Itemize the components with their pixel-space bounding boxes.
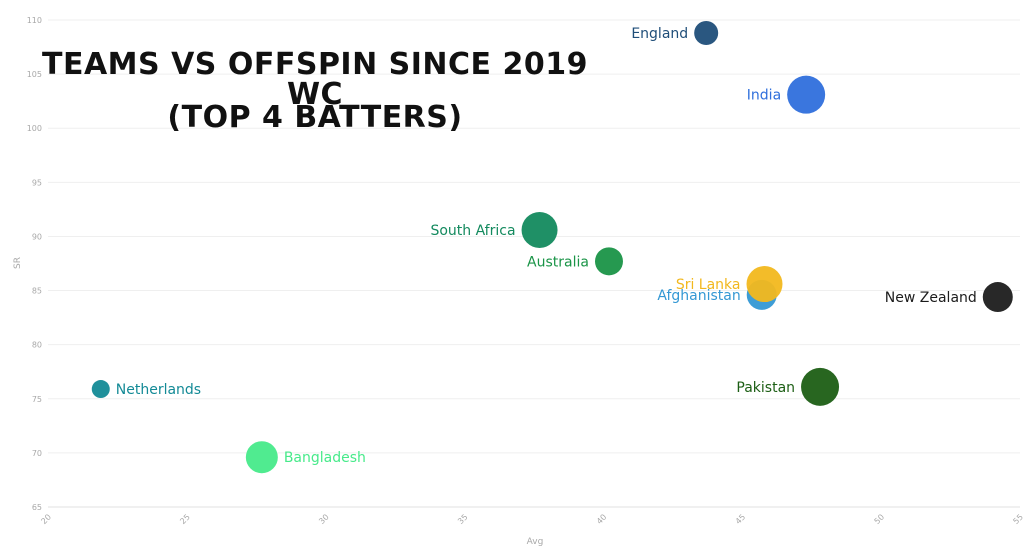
x-tick-label: 20 — [39, 512, 53, 526]
y-tick-label: 100 — [27, 124, 42, 133]
label-south-africa: South Africa — [430, 223, 515, 239]
y-tick-label: 85 — [32, 287, 42, 296]
label-sri-lanka: Sri Lanka — [676, 277, 741, 293]
x-tick-label: 45 — [734, 512, 748, 526]
x-tick-label: 35 — [456, 512, 470, 526]
label-new-zealand: New Zealand — [885, 290, 977, 306]
point-india — [787, 75, 826, 114]
point-bangladesh — [245, 441, 278, 474]
y-tick-label: 65 — [32, 503, 42, 512]
label-england: England — [631, 26, 688, 42]
y-tick-label: 110 — [27, 16, 42, 25]
label-pakistan: Pakistan — [736, 380, 795, 396]
y-tick-label: 95 — [32, 178, 42, 187]
y-tick-label: 80 — [32, 341, 42, 350]
point-south-africa — [521, 211, 558, 248]
point-labels: England India South Africa Australia Afghani… — [116, 26, 977, 466]
y-tick-label: 90 — [32, 232, 42, 241]
chart-title-line-2: (Top 4 Batters) — [167, 100, 463, 135]
x-tick-label: 50 — [873, 512, 887, 526]
y-tick-label: 105 — [27, 70, 42, 79]
x-tick-label: 40 — [595, 512, 609, 526]
label-bangladesh: Bangladesh — [284, 450, 366, 466]
chart-title-line-1: Teams vs Offspin Since 2019 WC — [42, 47, 588, 112]
y-tick-label: 75 — [32, 395, 42, 404]
point-netherlands — [91, 380, 110, 399]
point-australia — [594, 247, 623, 276]
point-england — [694, 20, 719, 45]
y-axis-title: SR — [13, 257, 23, 269]
label-india: India — [747, 88, 781, 104]
x-tick-label: 25 — [178, 512, 192, 526]
axes: 65 70 75 80 85 90 95 100 105 110 20 25 30 35 40 45 50 55 — [27, 16, 1025, 526]
label-afghanistan: Afghanistan — [657, 288, 740, 304]
data-points — [91, 20, 1013, 474]
label-australia: Australia — [527, 254, 589, 270]
label-netherlands: Netherlands — [116, 382, 201, 398]
y-tick-label: 70 — [32, 449, 42, 458]
point-new-zealand — [982, 282, 1013, 313]
x-tick-label: 55 — [1011, 512, 1025, 526]
point-pakistan — [801, 367, 840, 406]
x-tick-label: 30 — [317, 512, 331, 526]
x-axis-title: Avg — [527, 537, 544, 547]
point-sri-lanka — [746, 266, 783, 303]
